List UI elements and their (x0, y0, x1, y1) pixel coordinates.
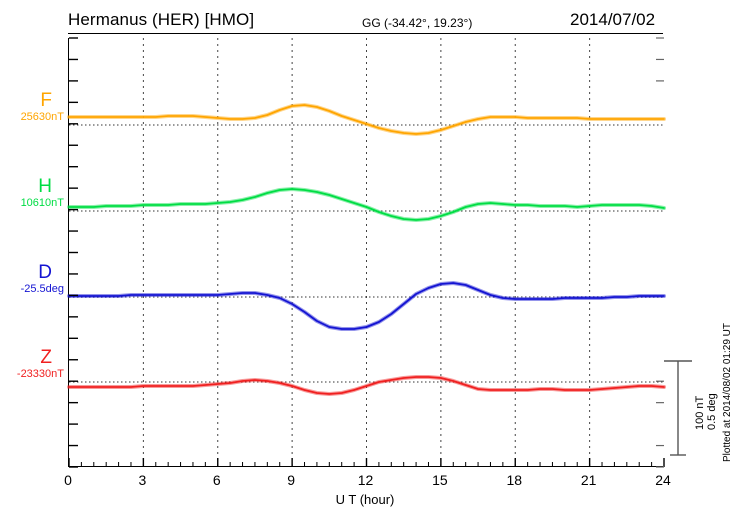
component-label-f: F (40, 90, 52, 111)
grid-layer (69, 38, 664, 467)
component-label-d: D (38, 262, 52, 283)
component-baseline-value-f: 25630nT (20, 111, 64, 123)
component-label-z: Z (40, 347, 52, 368)
component-label-h: H (38, 176, 52, 197)
header-divider (68, 33, 663, 34)
x-tick-label-21: 21 (580, 472, 597, 488)
station-title: Hermanus (HER) [HMO] (68, 10, 255, 29)
observation-date: 2014/07/02 (570, 10, 656, 29)
x-tick-label-6: 6 (212, 472, 221, 488)
magnetogram-plot (67, 37, 666, 468)
x-tick-label-15: 15 (432, 472, 448, 488)
plotted-at-label: Plotted at 2014/08/02 01:29 UT (722, 323, 730, 462)
scale-bar-deg-label: 0.5 deg (706, 393, 718, 430)
x-tick-label-0: 0 (64, 472, 72, 488)
component-baseline-value-d: -25.5deg (20, 283, 64, 295)
trace-layer (67, 103, 666, 396)
scale-bar (664, 360, 692, 456)
x-tick-label-24: 24 (655, 472, 671, 488)
geographic-coordinates: GG (-34.42°, 19.23°) (362, 16, 473, 30)
scale-bar-nt-label: 100 nT (694, 395, 706, 430)
component-baseline-value-h: 10610nT (20, 197, 64, 209)
x-axis-label: U T (hour) (335, 492, 395, 507)
x-tick-label-9: 9 (287, 472, 296, 488)
axis-tick-layer (68, 37, 665, 468)
component-baseline-value-z: -23330nT (16, 368, 64, 380)
x-tick-label-12: 12 (357, 472, 374, 488)
x-tick-label-18: 18 (506, 472, 523, 488)
x-tick-label-3: 3 (138, 472, 147, 488)
